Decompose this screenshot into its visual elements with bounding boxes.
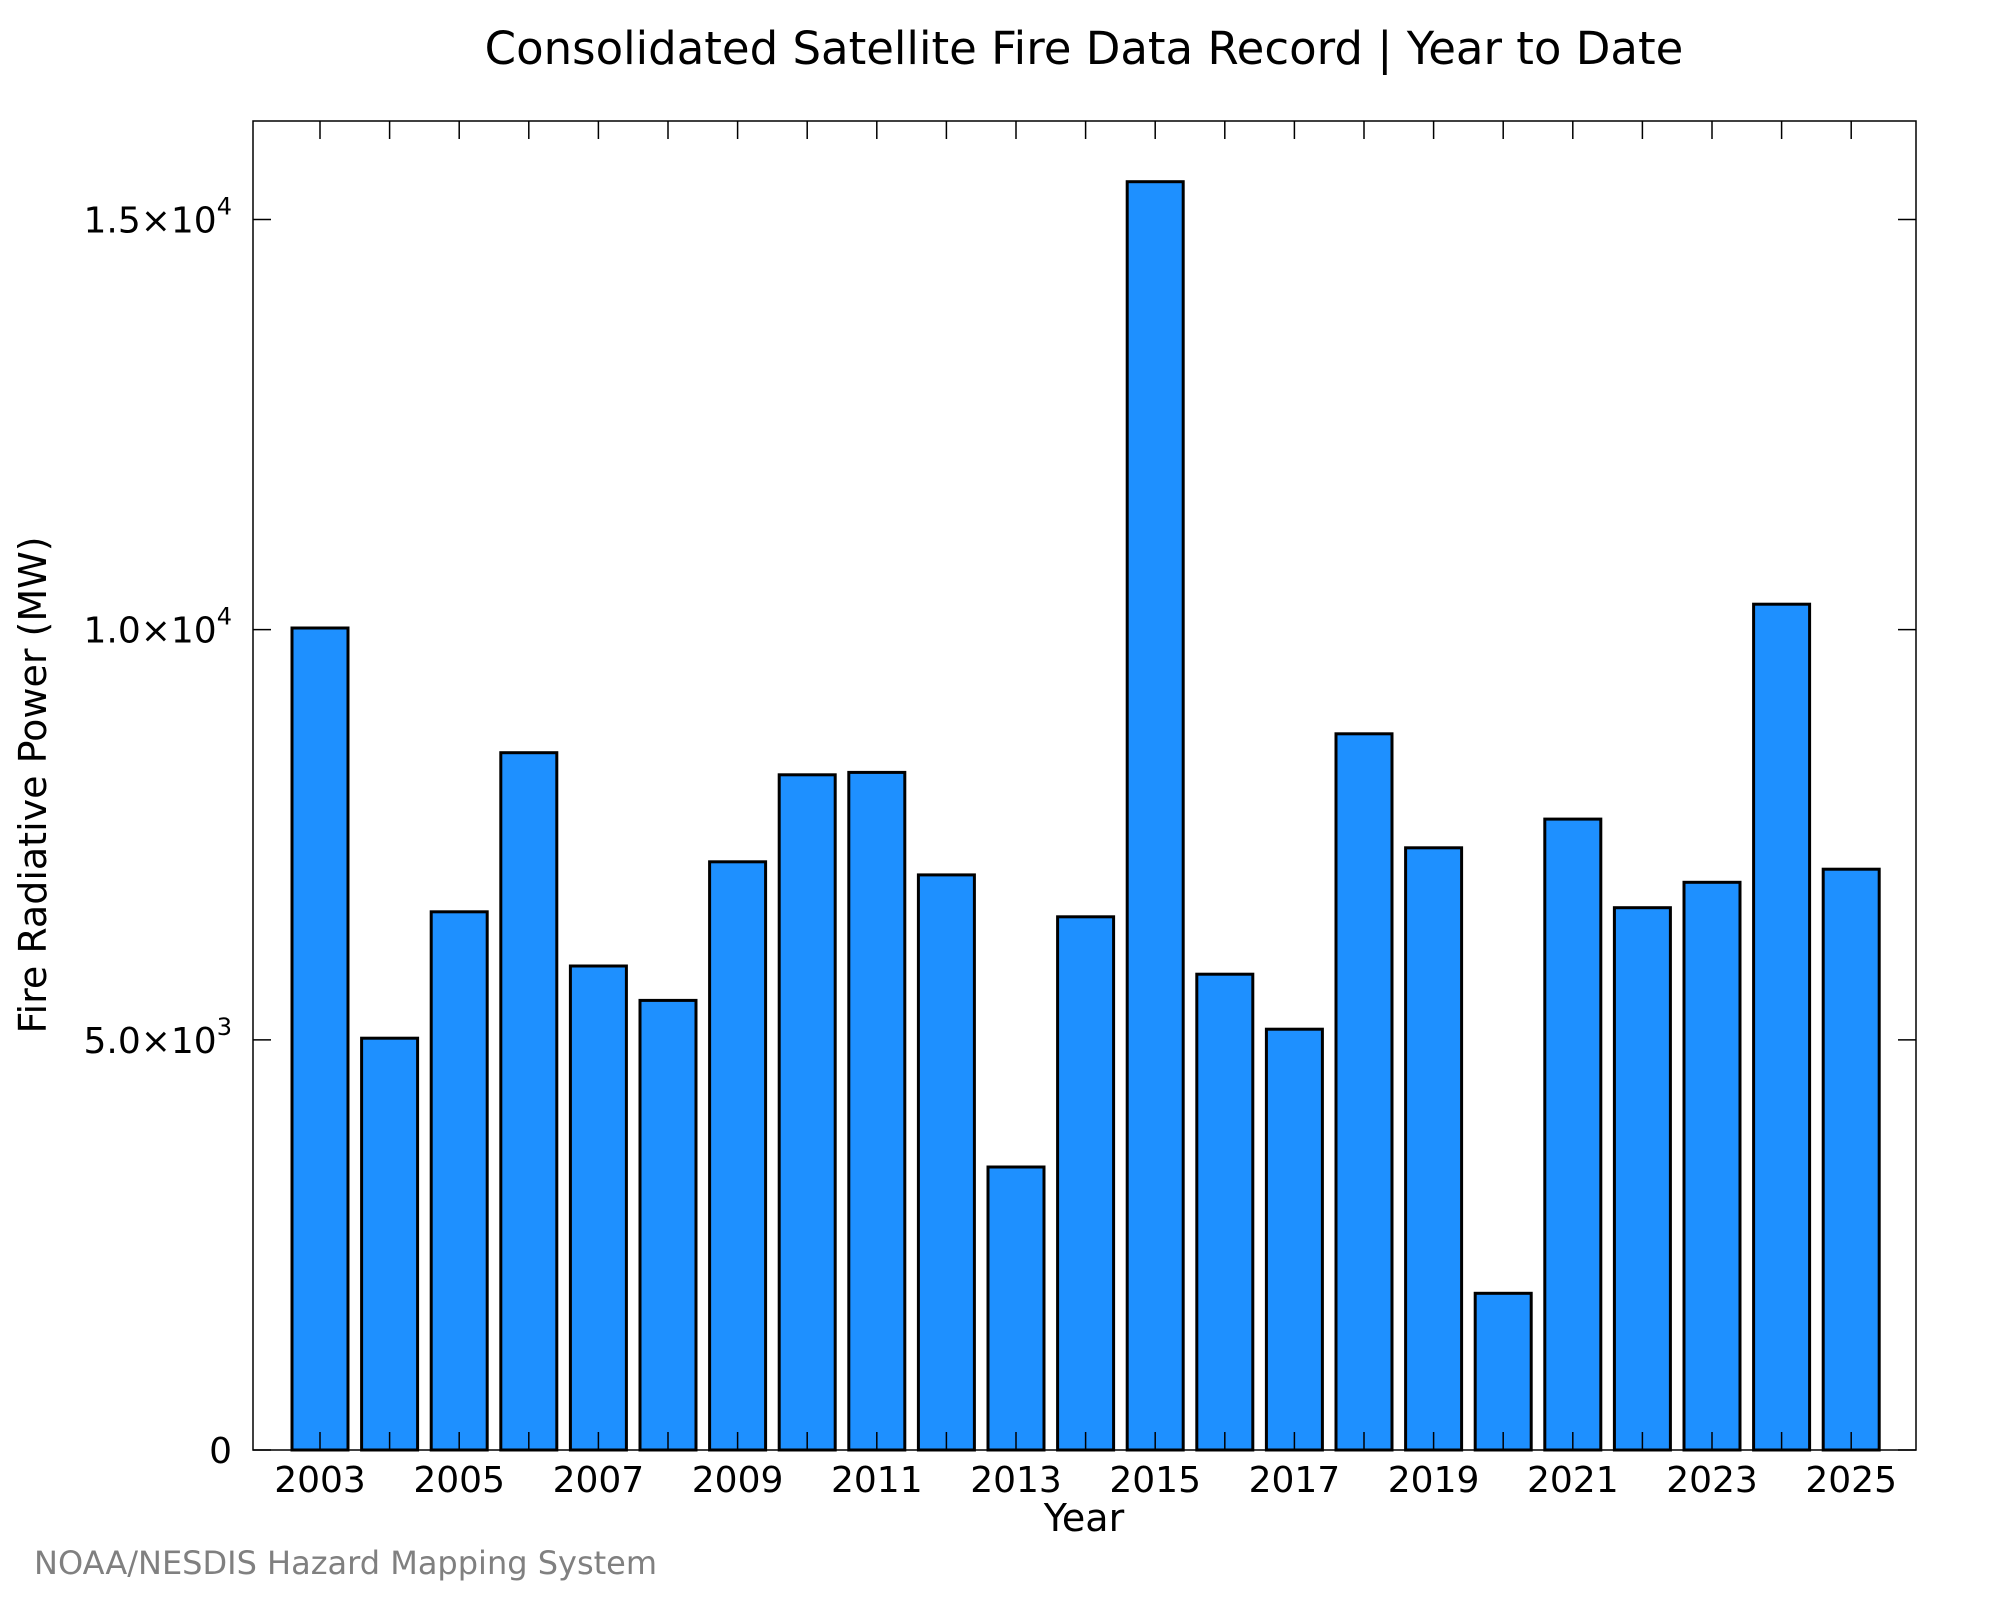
x-tick-label: 2003	[274, 1460, 366, 1501]
bar-2018	[1334, 732, 1394, 1452]
x-tick-label: 2025	[1805, 1460, 1897, 1501]
y-tick-label: 0	[209, 1431, 232, 1472]
bar-2006	[499, 751, 559, 1452]
credit-text: NOAA/NESDIS Hazard Mapping System	[34, 1544, 657, 1582]
bars-group	[290, 180, 1881, 1452]
x-tick-label: 2007	[553, 1460, 645, 1501]
bar-2014	[1056, 915, 1116, 1452]
y-tick-label: 1.0×104	[83, 603, 232, 652]
bar-2007	[568, 964, 628, 1452]
y-tick-label: 1.5×104	[83, 192, 232, 241]
bar-2004	[360, 1036, 420, 1452]
plot-frame	[252, 120, 1917, 1451]
y-tick-label: 5.0×103	[83, 1013, 232, 1062]
y-axis-label: Fire Radiative Power (MW)	[11, 536, 55, 1033]
x-tick-label: 2013	[970, 1460, 1062, 1501]
bar-2010	[777, 773, 837, 1452]
bar-2023	[1682, 880, 1742, 1452]
x-axis-ticks: 2003 2005 2007 2009 2011 2013 2015 2017 2019 2021…	[274, 121, 1897, 1501]
bar-2016	[1195, 972, 1255, 1452]
bar-2015	[1125, 180, 1185, 1452]
x-tick-label: 2009	[692, 1460, 784, 1501]
x-tick-label: 2011	[831, 1460, 923, 1501]
bar-2021	[1543, 817, 1603, 1452]
bar-2003	[290, 626, 350, 1452]
bar-2024	[1752, 602, 1812, 1452]
x-tick-label: 2015	[1109, 1460, 1201, 1501]
bar-2022	[1612, 906, 1672, 1452]
bar-2013	[986, 1165, 1046, 1452]
x-axis-label: Year	[1043, 1496, 1125, 1540]
x-tick-label: 2019	[1388, 1460, 1480, 1501]
bar-2017	[1264, 1027, 1324, 1452]
bar-2005	[429, 910, 489, 1452]
x-tick-label: 2023	[1666, 1460, 1758, 1501]
bar-2009	[708, 860, 768, 1452]
bar-2019	[1404, 846, 1464, 1452]
y-axis-ticks: 0 5.0×103 1.0×104 1.5×104	[83, 192, 1916, 1472]
bar-2011	[847, 770, 907, 1452]
bar-2020	[1473, 1291, 1533, 1452]
x-tick-label: 2021	[1527, 1460, 1619, 1501]
bar-2008	[638, 998, 698, 1452]
chart-title: Consolidated Satellite Fire Data Record …	[485, 22, 1684, 75]
x-tick-label: 2005	[413, 1460, 505, 1501]
bar-2012	[916, 873, 976, 1452]
bar-2025	[1821, 867, 1881, 1452]
x-tick-label: 2017	[1249, 1460, 1341, 1501]
